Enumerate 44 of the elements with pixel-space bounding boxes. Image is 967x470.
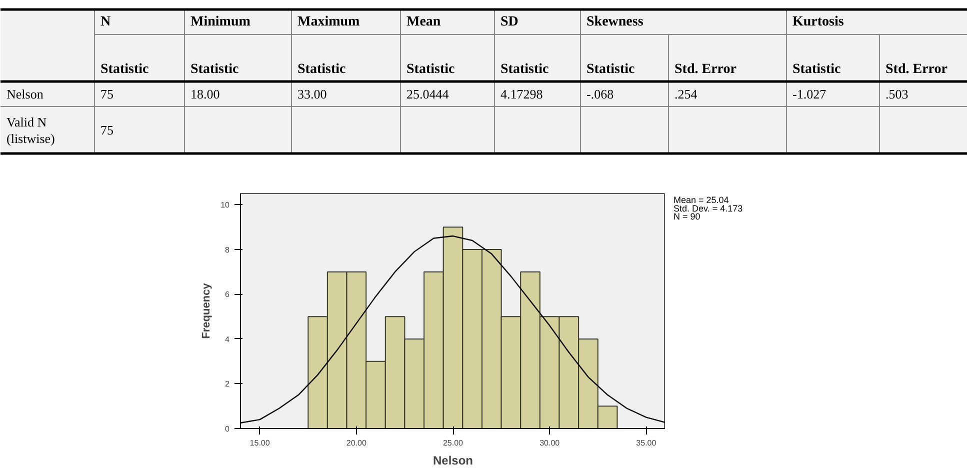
- category-label: Valid N (listwise): [6, 114, 55, 146]
- text: 75: [100, 86, 114, 102]
- text: Minimum: [190, 14, 251, 30]
- text: 33.00: [298, 86, 327, 102]
- category-label: Nelson: [6, 86, 44, 102]
- category-label: Std. Error: [674, 62, 736, 77]
- text: 75: [100, 122, 114, 138]
- text: N = 90: [674, 212, 700, 222]
- text: -1.027: [792, 86, 826, 102]
- category-label: Statistic: [190, 62, 239, 77]
- y-tick-label: 0: [225, 424, 230, 434]
- text: Kurtosis: [792, 14, 844, 30]
- text: Skewness: [586, 14, 644, 30]
- y-tick-label: 8: [225, 245, 230, 254]
- category-label: Statistic: [586, 62, 635, 77]
- category-label: Statistic: [298, 62, 346, 77]
- x-tick-label: 15.00: [250, 438, 270, 448]
- text: .254: [674, 86, 698, 102]
- x-tick-label: 30.00: [540, 438, 560, 448]
- text: 25.0444: [406, 86, 449, 102]
- x-tick-label: 35.00: [636, 438, 657, 448]
- y-tick-label: 6: [225, 290, 230, 300]
- text: Mean: [406, 14, 441, 30]
- category-label: Statistic: [406, 62, 455, 77]
- text: Maximum: [298, 14, 360, 30]
- text: 4.17298: [500, 86, 543, 102]
- text: Mean = 25.04: [674, 195, 729, 206]
- category-label: Statistic: [792, 62, 841, 77]
- text: .503: [886, 86, 908, 102]
- category-label: Statistic: [100, 62, 149, 77]
- category-label: Std. Error: [886, 62, 948, 77]
- text: SD: [500, 14, 518, 30]
- text: N: [100, 14, 111, 30]
- text: Std. Dev. = 4.173: [674, 203, 743, 214]
- y-tick-label: 10: [220, 200, 230, 210]
- x-tick-label: 25.00: [442, 438, 464, 448]
- y-tick-label: 4: [225, 334, 230, 344]
- x-tick-label: 20.00: [346, 438, 367, 448]
- y-tick-label: 2: [225, 380, 230, 389]
- x-axis-title: Nelson: [432, 454, 474, 468]
- y-axis-title: Frequency: [200, 282, 213, 339]
- text: -.068: [586, 86, 614, 102]
- category-label: Statistic: [500, 62, 549, 77]
- text: 18.00: [190, 86, 220, 102]
